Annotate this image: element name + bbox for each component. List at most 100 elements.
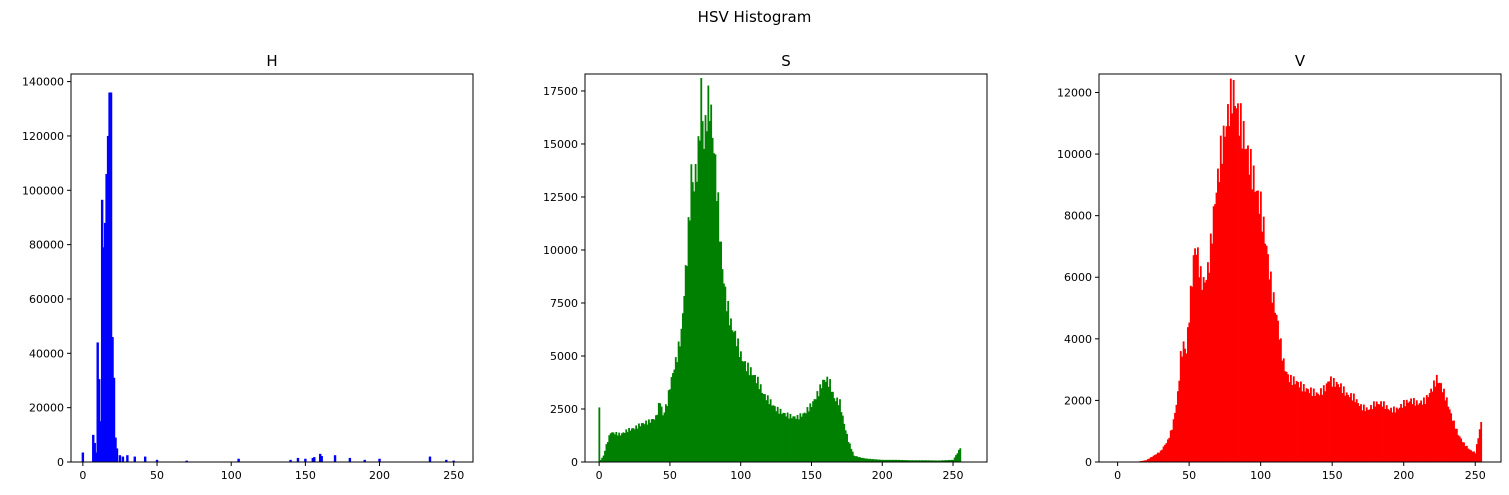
- histogram-bar: [619, 435, 622, 462]
- histogram-bar: [1324, 391, 1327, 462]
- histogram-bar: [738, 357, 741, 462]
- histogram-bar: [1268, 279, 1271, 462]
- histogram-bar: [817, 396, 820, 462]
- histogram-bar: [606, 442, 609, 462]
- histogram-bar: [1174, 412, 1176, 462]
- histogram-bar: [378, 458, 381, 462]
- histogram-bar: [1155, 454, 1158, 462]
- histogram-bar: [696, 181, 698, 462]
- histogram-bar: [1467, 448, 1470, 462]
- histogram-bar: [847, 442, 850, 462]
- histogram-bar: [1430, 388, 1433, 462]
- histogram-bar: [598, 407, 601, 462]
- histogram-bar: [653, 419, 656, 462]
- histogram-bar: [1298, 387, 1301, 462]
- x-tick-label: 50: [1182, 469, 1196, 482]
- histogram-bar: [1278, 339, 1281, 462]
- histogram-bar: [612, 432, 615, 462]
- histogram-bar: [1142, 460, 1145, 462]
- histogram-bar: [921, 460, 923, 462]
- histogram-bar: [1149, 457, 1152, 462]
- histogram-bar: [1287, 374, 1289, 462]
- histogram-bar: [1308, 393, 1311, 462]
- histogram-bar: [1358, 405, 1361, 462]
- histogram-bar: [1401, 407, 1404, 462]
- histogram-bar: [1305, 388, 1308, 462]
- histogram-bar: [1267, 254, 1269, 462]
- histogram-bar: [946, 460, 949, 462]
- histogram-bar: [1300, 381, 1302, 462]
- histogram-bar: [655, 415, 657, 462]
- y-tick-label: 15000: [543, 138, 578, 151]
- histogram-bar: [816, 391, 819, 462]
- histogram-bar: [1321, 394, 1324, 462]
- histogram-bar: [943, 460, 946, 462]
- histogram-bar: [622, 432, 625, 462]
- histogram-bar: [857, 457, 860, 462]
- histogram-bar: [953, 457, 956, 462]
- histogram-bar: [1427, 397, 1430, 462]
- histogram-bar: [445, 459, 448, 462]
- histogram-bar: [1301, 391, 1304, 462]
- histogram-bar: [1259, 191, 1262, 462]
- histogram-bar: [877, 459, 880, 462]
- y-tick-label: 60000: [29, 293, 64, 306]
- histogram-bar: [897, 460, 899, 462]
- histogram-bar: [1181, 356, 1184, 462]
- y-tick-label: 0: [57, 456, 64, 469]
- histogram-bar: [807, 411, 810, 462]
- histogram-bar: [296, 457, 300, 462]
- histogram-bar: [672, 373, 674, 462]
- histogram-bar: [1331, 386, 1334, 462]
- histogram-bar: [945, 460, 948, 462]
- histogram-bar: [918, 460, 921, 462]
- histogram-bar: [1264, 243, 1267, 462]
- histogram-bar: [1352, 393, 1355, 462]
- histogram-bar: [939, 460, 942, 462]
- histogram-bar: [1281, 360, 1284, 462]
- histogram-bar: [632, 428, 635, 462]
- histogram-bar: [761, 392, 764, 462]
- y-tick-label: 10000: [1057, 148, 1092, 161]
- histogram-bar: [319, 453, 322, 462]
- x-tick-label: 150: [1322, 469, 1343, 482]
- histogram-bar: [870, 459, 873, 462]
- histogram-bar: [659, 403, 662, 462]
- histogram-bar: [800, 416, 803, 462]
- histogram-bar: [1159, 450, 1162, 462]
- histogram-bar: [898, 459, 901, 462]
- histogram-bar: [1198, 277, 1201, 462]
- histogram-bar: [1228, 126, 1231, 463]
- histogram-bar: [1231, 113, 1234, 463]
- bar-series: [1138, 78, 1483, 463]
- histogram-bar: [121, 456, 125, 462]
- histogram-bar: [1405, 399, 1408, 462]
- histogram-bar: [1377, 404, 1380, 462]
- subplot-h: H 0 50 100 150 200 250 0 20000 40000 60000 80000 100…: [22, 52, 474, 482]
- histogram-bar: [1234, 106, 1237, 462]
- x-tick-label: 150: [295, 469, 316, 482]
- histogram-bar: [957, 449, 960, 462]
- histogram-bar: [706, 131, 708, 462]
- histogram-bar: [1421, 404, 1424, 462]
- histogram-bar: [1387, 409, 1390, 462]
- histogram-bar: [1168, 437, 1171, 462]
- histogram-bar: [1169, 430, 1172, 462]
- histogram-bar: [100, 199, 104, 462]
- histogram-bar: [289, 459, 292, 462]
- histogram-bar: [1235, 108, 1238, 463]
- x-tick-label: 0: [79, 469, 86, 482]
- histogram-bar: [1304, 391, 1307, 462]
- histogram-bar: [660, 406, 663, 462]
- histogram-bar: [683, 295, 686, 462]
- histogram-bar: [1164, 444, 1166, 462]
- histogram-bar: [1415, 400, 1418, 462]
- histogram-bar: [841, 415, 844, 462]
- histogram-bar: [708, 120, 711, 463]
- histogram-bar: [892, 459, 895, 462]
- histogram-bar: [609, 433, 612, 462]
- histogram-bar: [662, 415, 664, 462]
- histogram-bar: [1342, 386, 1345, 462]
- histogram-bar: [1205, 279, 1208, 462]
- histogram-bar: [1292, 376, 1295, 462]
